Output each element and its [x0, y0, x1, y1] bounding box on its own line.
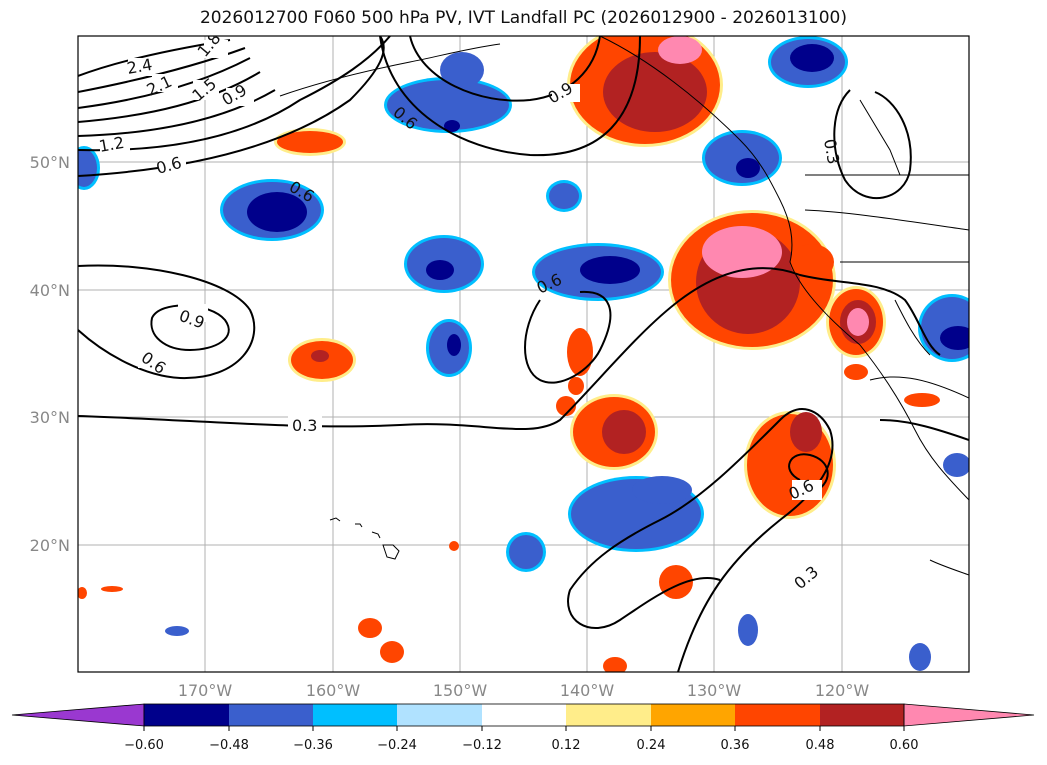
blob-pos-135w-55n	[567, 36, 723, 147]
blob-neg-140w-23n	[568, 476, 704, 552]
contour-label: 2.4	[125, 55, 153, 78]
coastlines	[279, 36, 969, 576]
plot-area: 2.4 2.1 1.8 1.5 1.2 0.9 0.6 0.6 0.6 0.9 …	[78, 36, 969, 672]
lon-label: 130°W	[687, 681, 742, 700]
colorbar-tick-label: 0.12	[552, 738, 581, 753]
lat-label: 20°N	[30, 536, 70, 555]
colorbar-segment	[482, 704, 566, 726]
blob-pos-small	[78, 364, 940, 672]
lon-label: 140°W	[560, 681, 615, 700]
contour-0.3-ne	[833, 89, 912, 199]
lon-label: 150°W	[433, 681, 488, 700]
colorbar-extend-left	[11, 703, 145, 727]
blob-pos-130w-40n	[668, 210, 836, 350]
blob-pos-140w-35n	[556, 328, 593, 416]
contour-1.5	[78, 71, 261, 123]
colorbar-tick-label: −0.48	[209, 738, 249, 753]
blob-neg-114w-37n	[918, 294, 969, 362]
blob-pos-160w-51n	[274, 128, 346, 156]
blob-neg-150w-35n	[426, 319, 472, 377]
lat-label: 30°N	[30, 408, 70, 427]
lon-label: 120°W	[815, 681, 870, 700]
lat-label: 40°N	[30, 281, 70, 300]
blob-neg-small-south	[165, 453, 969, 671]
colorbar-segment	[566, 704, 651, 726]
colorbar-segment	[313, 704, 397, 726]
pv-contours	[78, 36, 969, 672]
colorbar-segment	[144, 704, 229, 726]
positive-pv-anomalies	[78, 36, 940, 672]
colorbar: −0.60 −0.48 −0.36 −0.24 −0.12 0.12 0.24 …	[11, 703, 1035, 753]
contour-0.6-mid	[524, 290, 612, 384]
lat-label: 50°N	[30, 153, 70, 172]
blob-neg-edge-51n	[78, 146, 100, 190]
contour-label: 0.3	[820, 137, 843, 165]
blob-neg-150w-42n	[404, 235, 484, 293]
blob-neg-142w-48n	[546, 180, 582, 212]
lon-label: 170°W	[178, 681, 233, 700]
colorbar-tick-label: −0.12	[462, 738, 502, 753]
map-frame	[77, 35, 970, 673]
hawaii-islands	[329, 517, 400, 560]
contour-0.9-north	[78, 36, 391, 152]
contour-0.3-south	[567, 408, 834, 672]
blob-neg-145w-20n	[506, 532, 546, 572]
colorbar-ticks	[143, 726, 905, 731]
colorbar-tick-label: 0.48	[806, 738, 835, 753]
blob-pos-120w-38n	[826, 286, 886, 358]
latitude-axis: 50°N 40°N 30°N 20°N	[30, 153, 70, 555]
colorbar-frame	[143, 703, 905, 727]
contour-0.6-north	[78, 36, 385, 177]
contour-0.6-west	[78, 264, 256, 380]
colorbar-segment	[397, 704, 482, 726]
colorbar-tick-label: −0.60	[124, 738, 164, 753]
blob-neg-155w-55n	[384, 52, 512, 133]
colorbar-extend-right	[903, 703, 1035, 727]
blob-neg-170w-47n	[220, 179, 324, 241]
blob-pos-137w-29n	[570, 394, 658, 470]
colorbar-tick-label: −0.24	[377, 738, 417, 753]
colorbar-segment	[735, 704, 820, 726]
colorbar-segment	[651, 704, 735, 726]
contour-label: 1.2	[97, 133, 125, 156]
contour-0.6-loop	[379, 36, 641, 157]
blob-pos-162w-34n	[288, 338, 356, 382]
blob-neg-138w-42n	[532, 243, 664, 301]
map-title: 2026012700 F060 500 hPa PV, IVT Landfall…	[199, 8, 847, 28]
lon-label: 160°W	[306, 681, 361, 700]
contour-0.3-se	[879, 419, 969, 441]
colorbar-segment	[229, 704, 313, 726]
contour-0.9-loop	[409, 36, 601, 102]
negative-pv-anomalies	[78, 36, 969, 671]
blob-neg-122w-57n	[768, 36, 848, 88]
colorbar-tick-label: 0.60	[890, 738, 919, 753]
contour-label: 0.3	[292, 416, 317, 435]
colorbar-segment	[820, 704, 904, 726]
colorbar-tick-label: 0.24	[637, 738, 666, 753]
longitude-axis: 170°W 160°W 150°W 140°W 130°W 120°W	[178, 681, 870, 700]
contour-1.2	[78, 89, 276, 137]
contour-0.3-mid	[78, 267, 941, 431]
blob-neg-130w-50n	[702, 130, 782, 186]
colorbar-tick-label: −0.36	[293, 738, 333, 753]
colorbar-tick-label: 0.36	[721, 738, 750, 753]
